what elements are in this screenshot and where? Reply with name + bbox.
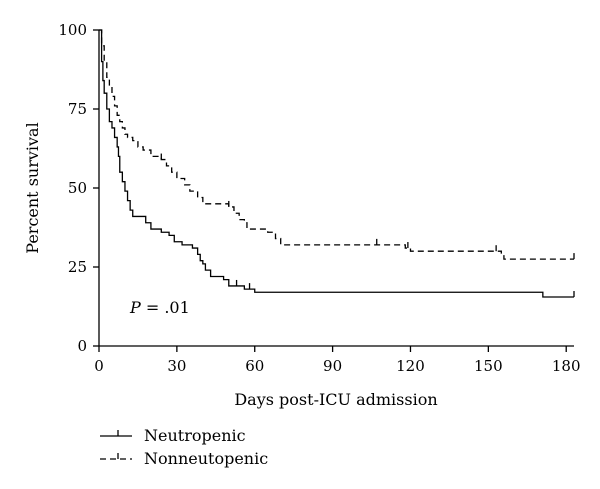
x-tick-label: 60 bbox=[245, 357, 264, 375]
series-nonneutopenic-line bbox=[99, 29, 574, 260]
y-tick-label: 0 bbox=[77, 337, 87, 355]
legend-label-neutropenic: Neutropenic bbox=[144, 426, 246, 445]
x-tick-label: 90 bbox=[323, 357, 342, 375]
legend-item-nonneutopenic: Nonneutopenic bbox=[100, 449, 268, 468]
y-tick-label: 100 bbox=[58, 21, 87, 39]
legend-item-neutropenic: Neutropenic bbox=[100, 426, 246, 445]
x-tick-label: 180 bbox=[552, 357, 581, 375]
series-neutropenic-line bbox=[99, 29, 574, 298]
y-tick-label: 75 bbox=[68, 100, 87, 118]
p-value-text: = .01 bbox=[141, 298, 190, 317]
x-axis: 0 30 60 90 120 150 180 bbox=[94, 345, 581, 375]
y-tick-label: 50 bbox=[68, 179, 87, 197]
y-tick-label: 25 bbox=[68, 258, 87, 276]
p-value-annotation: P = .01 bbox=[129, 298, 190, 317]
x-tick-label: 0 bbox=[94, 357, 104, 375]
y-axis: 0 25 50 75 100 bbox=[58, 21, 100, 355]
x-axis-label: Days post-ICU admission bbox=[234, 390, 437, 409]
x-tick-label: 150 bbox=[474, 357, 503, 375]
x-tick-label: 120 bbox=[396, 357, 425, 375]
legend-label-nonneutopenic: Nonneutopenic bbox=[144, 449, 268, 468]
legend: Neutropenic Nonneutopenic bbox=[100, 426, 268, 468]
series-layer bbox=[99, 29, 575, 298]
p-value-symbol: P bbox=[129, 298, 141, 317]
y-axis-label: Percent survival bbox=[23, 122, 42, 253]
x-tick-label: 30 bbox=[167, 357, 186, 375]
